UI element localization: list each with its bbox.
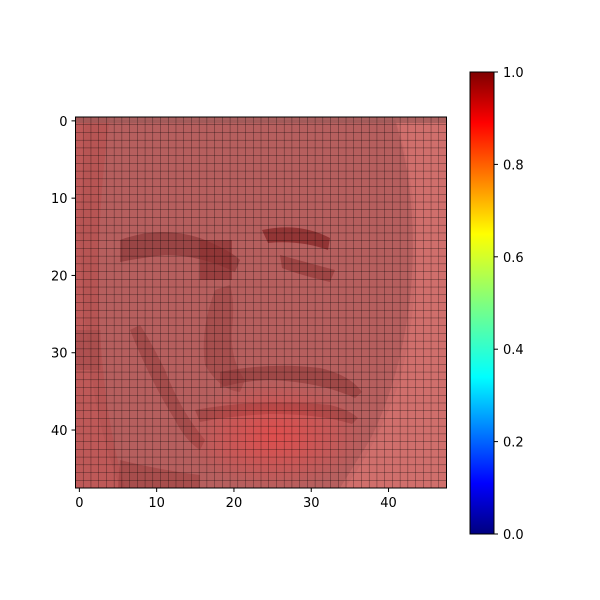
- x-axis: 0 10 20 30 40: [75, 488, 397, 511]
- colorbar-tick-label: 0.6: [503, 251, 524, 266]
- y-tick-label: 30: [51, 347, 68, 362]
- left-patch: [75, 330, 101, 370]
- colorbar-ticks: 0.0 0.2 0.4 0.6 0.8 1.0: [494, 66, 524, 543]
- x-tick-label: 10: [148, 496, 165, 511]
- x-tick-label: 0: [75, 496, 83, 511]
- left-eye-shadow: [200, 240, 232, 280]
- y-tick-label: 20: [51, 269, 68, 284]
- heatmap-plot-area: [75, 117, 447, 488]
- x-tick-label: 20: [226, 496, 243, 511]
- x-tick-label: 30: [303, 496, 320, 511]
- nose-shadow: [203, 285, 245, 392]
- mouth-highlight: [185, 380, 365, 488]
- y-tick-label: 40: [51, 424, 68, 439]
- chin-shadow: [118, 460, 200, 488]
- plot-frame: [75, 116, 447, 489]
- colorbar-tick-label: 0.2: [503, 436, 524, 451]
- colorbar-tick-label: 0.4: [503, 343, 524, 358]
- y-axis: 0 10 20 30 40: [51, 115, 76, 439]
- x-tick-label: 40: [380, 496, 397, 511]
- y-tick-label: 10: [51, 192, 68, 207]
- pixel-grid: [75, 117, 447, 488]
- colorbar-bar: [469, 71, 495, 535]
- colorbar: 0.0 0.2 0.4 0.6 0.8 1.0: [469, 66, 524, 543]
- colorbar-tick-label: 1.0: [503, 66, 524, 81]
- upper-lip: [220, 365, 362, 398]
- y-tick-label: 0: [59, 115, 67, 130]
- colorbar-tick-label: 0.8: [503, 158, 524, 173]
- colorbar-tick-label: 0.0: [503, 528, 524, 543]
